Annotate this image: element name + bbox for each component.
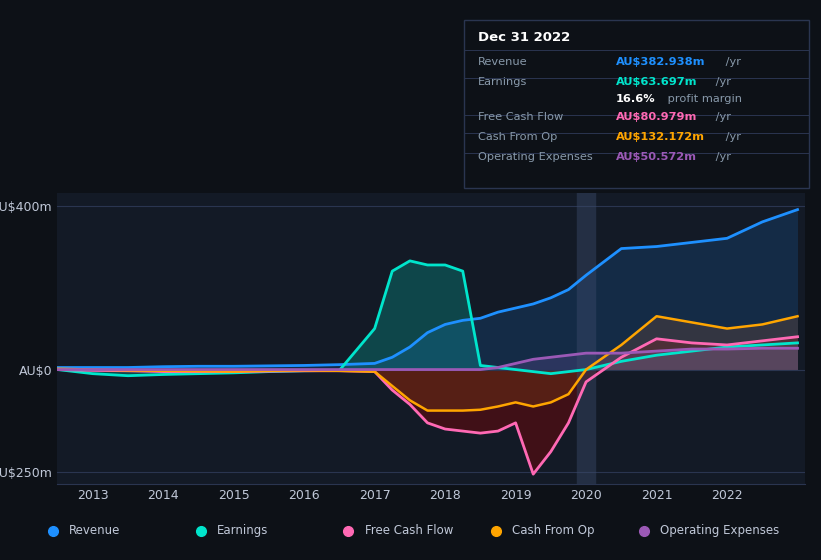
- Text: Free Cash Flow: Free Cash Flow: [365, 524, 453, 537]
- Text: /yr: /yr: [712, 77, 732, 87]
- Text: /yr: /yr: [722, 132, 741, 142]
- Text: AU$382.938m: AU$382.938m: [616, 57, 705, 67]
- Text: AU$132.172m: AU$132.172m: [616, 132, 704, 142]
- Text: AU$80.979m: AU$80.979m: [616, 112, 697, 122]
- Text: Cash From Op: Cash From Op: [512, 524, 595, 537]
- Text: Dec 31 2022: Dec 31 2022: [478, 31, 570, 44]
- Text: /yr: /yr: [712, 152, 732, 162]
- Text: Free Cash Flow: Free Cash Flow: [478, 112, 563, 122]
- Text: AU$63.697m: AU$63.697m: [616, 77, 697, 87]
- Text: /yr: /yr: [722, 57, 741, 67]
- Text: /yr: /yr: [712, 112, 732, 122]
- Text: Revenue: Revenue: [478, 57, 527, 67]
- Text: AU$50.572m: AU$50.572m: [616, 152, 696, 162]
- Text: Operating Expenses: Operating Expenses: [478, 152, 593, 162]
- Text: 16.6%: 16.6%: [616, 94, 655, 104]
- Text: Earnings: Earnings: [217, 524, 268, 537]
- Text: Earnings: Earnings: [478, 77, 527, 87]
- Text: Operating Expenses: Operating Expenses: [660, 524, 779, 537]
- Text: Revenue: Revenue: [69, 524, 121, 537]
- Text: Cash From Op: Cash From Op: [478, 132, 557, 142]
- Text: profit margin: profit margin: [664, 94, 742, 104]
